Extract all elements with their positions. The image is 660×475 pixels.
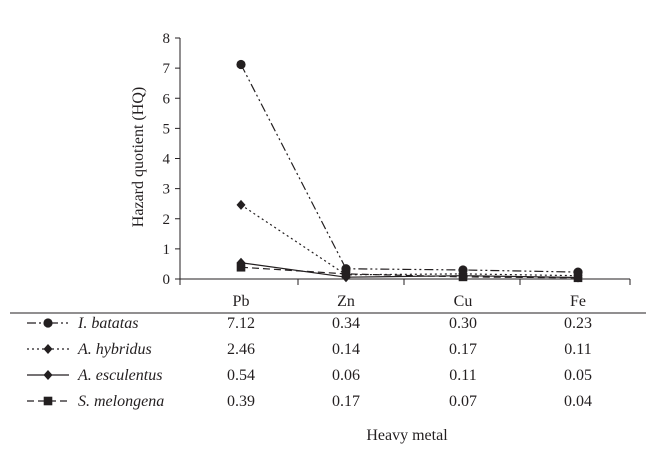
y-tick-label: 7 xyxy=(163,61,171,77)
y-tick-label: 3 xyxy=(163,182,171,198)
data-point xyxy=(236,257,246,268)
series-line xyxy=(240,204,579,277)
y-axis-label: Hazard quotient (HQ) xyxy=(130,87,147,227)
legend-key-marker xyxy=(43,396,53,406)
data-point xyxy=(236,199,246,210)
table-cell-value: 7.12 xyxy=(227,315,255,332)
y-tick-label: 6 xyxy=(163,91,171,107)
table-cell-value: 2.46 xyxy=(227,341,255,358)
y-tick-label: 4 xyxy=(163,152,171,168)
data-point xyxy=(341,264,351,274)
legend-key-marker xyxy=(43,344,53,354)
x-tick-label: Fe xyxy=(570,293,586,310)
table-cell-value: 0.04 xyxy=(564,393,592,410)
legend-series-name: I. batatas xyxy=(77,315,138,332)
legend-series-name: A. esculentus xyxy=(77,367,162,384)
series-lines xyxy=(240,64,579,279)
legend-key-marker xyxy=(43,318,53,328)
x-tick-label: Zn xyxy=(337,293,355,310)
table-cell-value: 0.39 xyxy=(227,393,255,410)
data-point xyxy=(236,59,246,70)
legend-series-name: A. hybridus xyxy=(77,341,152,358)
table-cell-value: 0.54 xyxy=(227,367,255,384)
y-tick-label: 8 xyxy=(163,31,171,47)
axes xyxy=(179,38,631,285)
data-point xyxy=(458,265,468,275)
table-cell-value: 0.07 xyxy=(449,393,477,410)
table-cell-value: 0.06 xyxy=(332,367,360,384)
y-axis-ticks: 0 1 2 3 4 5 6 7 8 xyxy=(163,31,180,288)
table-cell-value: 0.34 xyxy=(332,315,360,332)
legend-series-name: S. melongena xyxy=(78,393,164,410)
series-line xyxy=(240,64,579,273)
y-tick-label: 2 xyxy=(163,212,171,228)
x-tick-label: Cu xyxy=(454,293,473,310)
x-tick-label: Pb xyxy=(233,293,250,310)
table-cell-value: 0.14 xyxy=(332,341,360,358)
table-cell-value: 0.23 xyxy=(564,315,592,332)
table-cell-value: 0.05 xyxy=(564,367,592,384)
series-markers xyxy=(236,59,583,283)
table-cell-value: 0.17 xyxy=(332,393,360,410)
table-cell-value: 0.17 xyxy=(449,341,477,358)
data-point xyxy=(573,267,583,277)
series-line xyxy=(240,266,579,279)
y-tick-label: 0 xyxy=(163,272,171,288)
series-line xyxy=(240,262,579,279)
table-cell-value: 0.11 xyxy=(564,341,591,358)
x-axis-label: Heavy metal xyxy=(366,427,448,444)
data-table: Pb Zn Cu Fe I. batatas 7.12 0.34 0.30 0.23 A. hyb… xyxy=(10,293,646,410)
table-cell-value: 0.11 xyxy=(449,367,476,384)
y-tick-label: 1 xyxy=(163,242,171,258)
table-cell-value: 0.30 xyxy=(449,315,477,332)
legend-key-marker xyxy=(43,370,53,380)
y-tick-label: 5 xyxy=(163,121,171,137)
